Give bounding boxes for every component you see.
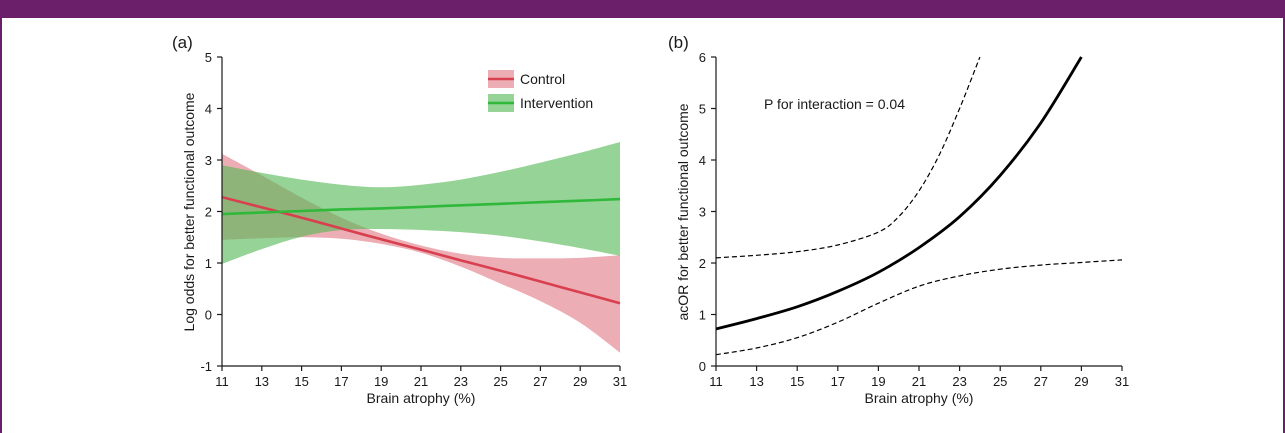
panel-b-y-axis-title: acOR for better functional outcome <box>675 103 691 320</box>
top-frame-bar <box>0 0 1285 18</box>
panel-b-y-tick-label: 3 <box>699 205 706 220</box>
panel-b-y-tick-label: 4 <box>699 153 706 168</box>
panel-b-y-tick-label: 0 <box>699 359 706 374</box>
panel-a-x-tick-label: 31 <box>613 374 627 389</box>
panel-a-x-axis-title: Brain atrophy (%) <box>367 390 476 406</box>
panel-a-y-axis-title: Log odds for better functional outcome <box>181 92 197 331</box>
panel-a-x-tick-label: 21 <box>414 374 428 389</box>
panel-a-x-tick-label: 27 <box>533 374 547 389</box>
left-frame-border <box>0 18 2 433</box>
panel-b-x-tick-label: 21 <box>912 374 926 389</box>
panel-a-y-tick-label: 3 <box>205 153 212 168</box>
control-line <box>221 195 621 305</box>
panel-b-x-tick-label: 17 <box>831 374 845 389</box>
panel-b-upper-ci-line <box>715 56 981 259</box>
panel-a-legend: Control Intervention <box>488 70 593 112</box>
panel-b-y-tick-label: 1 <box>699 308 706 323</box>
panel-b-x-tick-label: 29 <box>1074 374 1088 389</box>
panel-a-x-tick-label: 19 <box>374 374 388 389</box>
intervention-ci-band <box>222 142 620 264</box>
panel-b-y-tick-label: 2 <box>699 256 706 271</box>
panel-a-x-tick-label: 15 <box>294 374 308 389</box>
panel-a-y-tick-label: 2 <box>205 205 212 220</box>
panel-a-x-tick-label: 23 <box>454 374 468 389</box>
panel-b-annotation: P for interaction = 0.04 <box>764 96 905 112</box>
panel-a-y-tick-label: 5 <box>205 50 212 65</box>
panel-b-estimate-line <box>715 56 1083 331</box>
panel-b-x-tick-label: 15 <box>790 374 804 389</box>
panel-b-x-tick-label: 31 <box>1115 374 1129 389</box>
right-frame-border <box>1283 18 1285 433</box>
panel-b-x-tick-label: 19 <box>871 374 885 389</box>
intervention-line <box>221 197 621 216</box>
panel-b-x-tick-label: 23 <box>952 374 966 389</box>
panel-a-y-tick-label: 0 <box>205 308 212 323</box>
legend-intervention-label: Intervention <box>520 95 593 111</box>
panel-a-y-tick-label: -1 <box>200 359 212 374</box>
panel-b-label: (b) <box>668 33 689 52</box>
panel-b-x-tick-label: 11 <box>709 374 723 389</box>
legend-control-label: Control <box>520 71 565 87</box>
panel-b-x-tick-label: 27 <box>1034 374 1048 389</box>
panel-a-x-tick-label: 25 <box>493 374 507 389</box>
panel-a-y-tick-label: 4 <box>205 102 212 117</box>
panel-a-x-tick-label: 13 <box>255 374 269 389</box>
panel-a-label: (a) <box>172 33 193 52</box>
panel-b-x-tick-label: 25 <box>993 374 1007 389</box>
panel-b-y-tick-label: 5 <box>699 102 706 117</box>
panel-a-y-tick-label: 1 <box>205 256 212 271</box>
panel-b-x-axis-title: Brain atrophy (%) <box>865 390 974 406</box>
panel-b-lower-ci-line <box>715 259 1123 356</box>
panel-b-x-tick-label: 13 <box>749 374 763 389</box>
panel-a-x-tick-label: 11 <box>215 374 229 389</box>
panel-a-x-tick-label: 17 <box>334 374 348 389</box>
panel-b-y-tick-label: 6 <box>699 50 706 65</box>
panel-a-x-tick-label: 29 <box>573 374 587 389</box>
